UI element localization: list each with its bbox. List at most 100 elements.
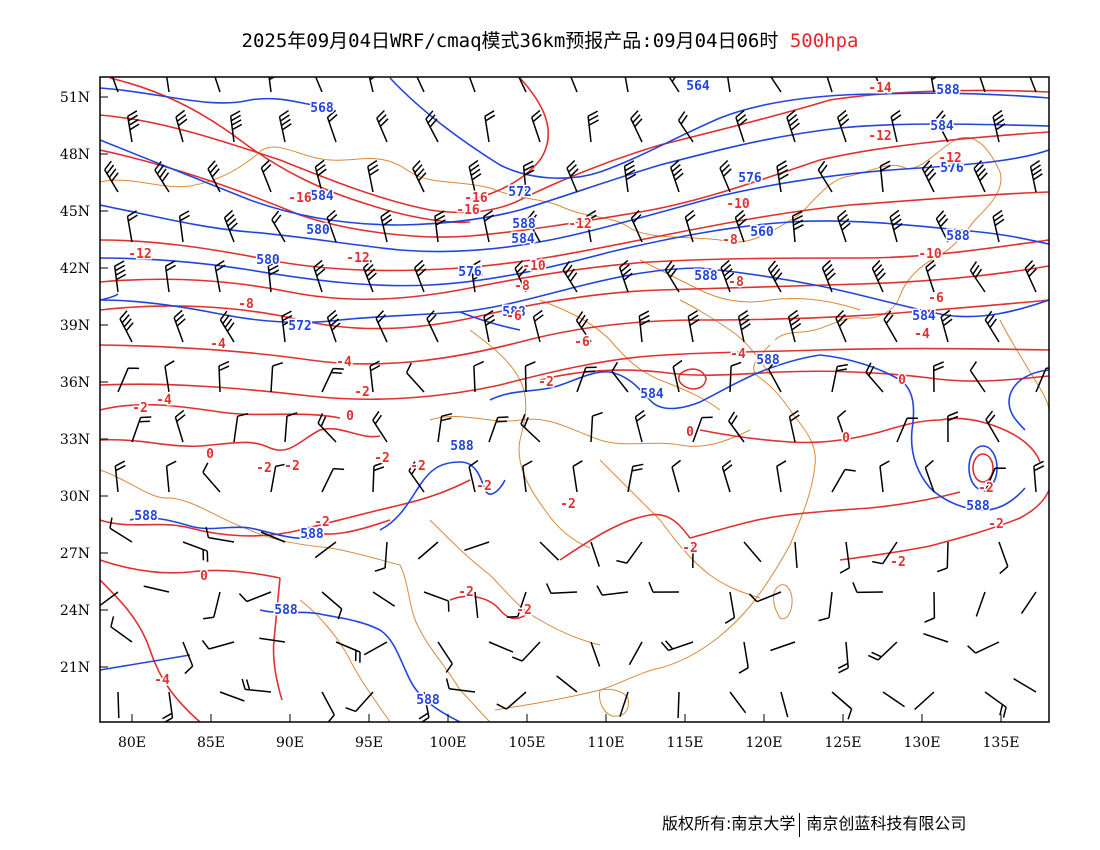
- wind-barb: [326, 109, 338, 143]
- lat-label: 21N: [60, 660, 90, 676]
- wind-barb: [374, 541, 388, 572]
- temperature-label: -8: [238, 297, 254, 312]
- wind-barb: [119, 310, 134, 343]
- height-contour: [489, 354, 821, 410]
- wind-barb: [1029, 77, 1037, 93]
- temperature-contour: [299, 519, 391, 535]
- wind-barb: [627, 463, 644, 493]
- wind-barb: [979, 77, 986, 93]
- copyright-text: 版权所有:南京大学: [662, 814, 796, 833]
- lon-label: 120E: [746, 735, 783, 751]
- wind-barb: [831, 691, 853, 720]
- wind-barb: [835, 309, 848, 343]
- wind-barb: [1033, 460, 1045, 493]
- lon-label: 90E: [276, 735, 304, 751]
- temperature-contour: [100, 403, 341, 419]
- wind-barb: [223, 209, 238, 243]
- wind-barb: [734, 209, 747, 243]
- wind-barb: [719, 159, 732, 193]
- wind-barb: [372, 461, 385, 493]
- temperature-label: 0: [346, 409, 354, 424]
- wind-barb: [408, 461, 425, 493]
- wind-barb: [473, 360, 485, 393]
- wind-barb: [590, 641, 601, 667]
- wind-barb: [984, 467, 1006, 493]
- wind-barb: [984, 691, 1007, 718]
- wind-barb: [314, 77, 323, 93]
- wind-barb: [111, 77, 119, 93]
- temperature-contour: [839, 489, 1049, 561]
- wind-barb: [720, 259, 735, 293]
- wind-barb: [372, 410, 388, 443]
- height-label: 560: [750, 225, 774, 240]
- wind-barb: [791, 210, 804, 243]
- temperature-label: -2: [978, 481, 994, 496]
- height-contour: [100, 654, 191, 671]
- height-contour: [519, 123, 1049, 211]
- wind-barb: [770, 641, 796, 652]
- wind-barb: [724, 591, 736, 624]
- wind-barb: [470, 260, 483, 293]
- wind-barb: [648, 581, 680, 593]
- height-label: 588: [300, 527, 324, 542]
- wind-barb: [726, 77, 731, 93]
- lat-label: 33N: [60, 432, 90, 448]
- temperature-label: -2: [458, 585, 474, 600]
- lon-label: 135E: [983, 735, 1020, 751]
- wind-barb: [434, 210, 446, 243]
- boundary-line: [429, 519, 601, 646]
- temperature-label: -10: [918, 247, 942, 262]
- wind-barb: [143, 585, 170, 593]
- wind-barb: [998, 541, 1009, 575]
- wind-barb: [260, 531, 286, 543]
- temperature-label: -2: [354, 385, 370, 400]
- wind-barb: [619, 691, 629, 717]
- wind-barb: [624, 77, 629, 93]
- wind-barb: [284, 412, 298, 443]
- lon-label: 95E: [355, 735, 383, 751]
- boundary-line: [100, 146, 491, 189]
- wind-barb: [735, 109, 748, 143]
- temperature-contour: [109, 77, 471, 224]
- temperature-contour: [449, 595, 531, 620]
- wind-barb: [418, 691, 430, 722]
- lon-label: 100E: [430, 735, 467, 751]
- wind-barb: [178, 210, 190, 243]
- temperature-label: -4: [156, 393, 172, 408]
- temperature-contour: [519, 89, 1049, 201]
- wind-barb: [925, 259, 936, 293]
- wind-barb: [314, 159, 327, 193]
- wind-barb: [684, 209, 696, 243]
- wind-barb: [590, 541, 601, 567]
- boundary-line: [599, 459, 761, 599]
- wind-barb: [482, 209, 494, 243]
- wind-barb: [630, 110, 643, 143]
- wind-barb: [875, 77, 884, 93]
- temperature-contour: [559, 513, 691, 561]
- wind-barb: [826, 77, 833, 93]
- lon-label: 105E: [509, 735, 546, 751]
- boundary-line: [399, 564, 491, 722]
- wind-barb: [985, 410, 1000, 443]
- temperature-label: -10: [918, 247, 942, 262]
- wind-barb: [634, 409, 646, 443]
- height-label: 584: [694, 269, 718, 284]
- temperature-label: 0: [200, 569, 208, 584]
- boundary-line: [753, 344, 816, 466]
- temperature-contour: [100, 579, 201, 722]
- temperature-label: -12: [568, 217, 591, 232]
- wind-barb: [113, 260, 127, 293]
- temperature-label: -4: [730, 347, 746, 362]
- wind-barb: [932, 361, 944, 393]
- temperature-contours: [100, 77, 1049, 722]
- wind-barb: [831, 468, 856, 493]
- wind-barb: [776, 160, 789, 193]
- wind-barb: [314, 541, 337, 559]
- wind-barb: [154, 160, 170, 193]
- temperature-label: -6: [574, 335, 590, 350]
- wind-barb: [468, 159, 482, 193]
- temperature-label: -16: [456, 203, 480, 218]
- wind-barb: [975, 591, 986, 617]
- height-label: 588: [694, 269, 718, 284]
- boundary-line: [299, 599, 391, 722]
